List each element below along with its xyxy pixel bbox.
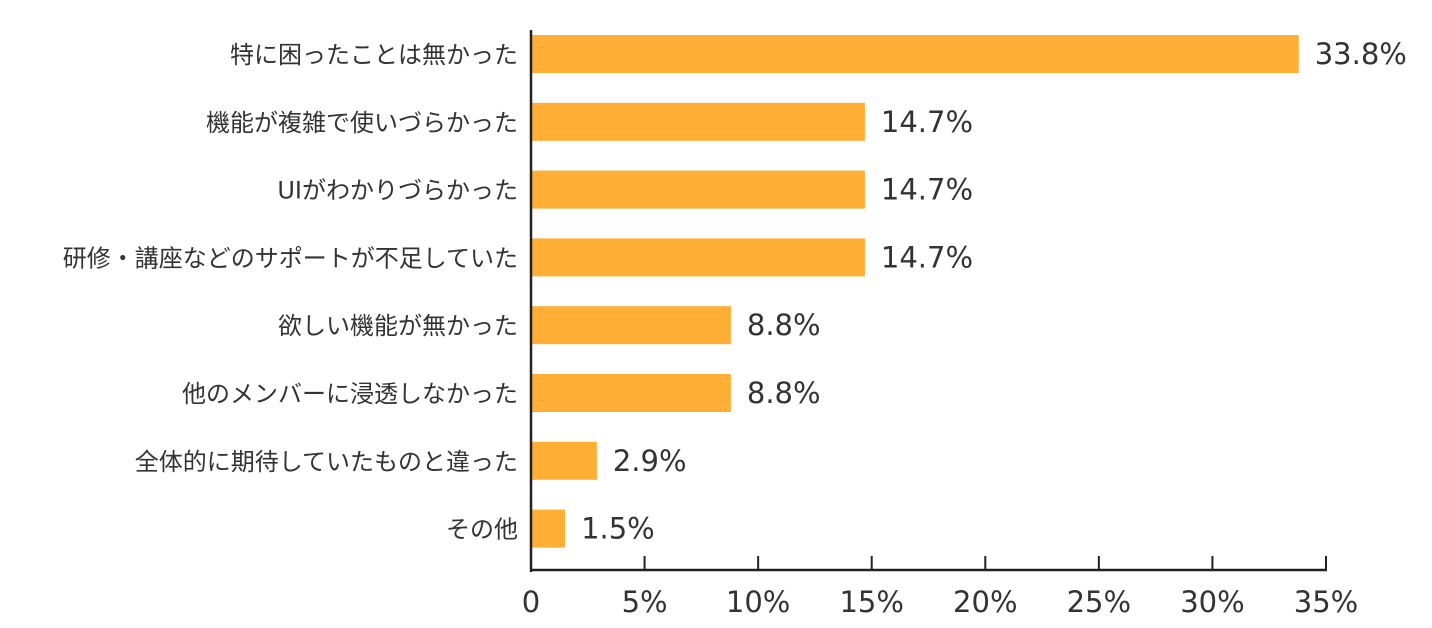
value-labels-group: 33.8% 14.7% 14.7% 14.7% 8.8% 8.8% 2.9% 1.5% — [581, 37, 1407, 546]
x-tick-label: 15% — [839, 585, 903, 619]
value-label: 33.8% — [1315, 37, 1407, 71]
bars-group — [531, 35, 1299, 548]
bar — [531, 170, 865, 209]
x-tick-label: 5% — [622, 585, 668, 619]
value-label: 14.7% — [881, 240, 973, 274]
x-tick-label: 25% — [1067, 585, 1131, 619]
category-label: UIがわかりづらかった — [277, 177, 518, 205]
category-label: その他 — [446, 516, 518, 544]
category-label: 全体的に期待していたものと違った — [135, 448, 518, 476]
category-label: 機能が複雑で使いづらかった — [206, 109, 518, 137]
value-label: 14.7% — [881, 105, 973, 139]
category-label: 他のメンバーに浸透しなかった — [182, 380, 518, 408]
x-tick-label: 10% — [726, 585, 790, 619]
bar — [531, 306, 731, 345]
x-tick-label: 20% — [953, 585, 1017, 619]
bar — [531, 374, 731, 412]
bar — [531, 509, 566, 548]
value-label: 1.5% — [581, 512, 655, 546]
category-label: 特に困ったことは無かった — [230, 41, 518, 69]
category-label: 研修・講座などのサポートが不足していた — [63, 244, 518, 272]
x-tick-label: 30% — [1180, 585, 1244, 619]
bar — [531, 238, 865, 277]
value-label: 14.7% — [881, 173, 973, 207]
x-tick-label: 35% — [1294, 585, 1358, 619]
value-label: 8.8% — [747, 376, 821, 410]
bar — [531, 35, 1299, 73]
axes-group — [529, 30, 1327, 572]
x-ticks-group: 0 5% 10% 15% 20% 25% 30% 35% — [522, 556, 1358, 619]
category-label: 欲しい機能が無かった — [278, 312, 518, 340]
value-label: 8.8% — [747, 308, 821, 342]
bar — [531, 441, 597, 480]
bar — [531, 102, 865, 141]
value-label: 2.9% — [613, 444, 687, 478]
x-tick-label: 0 — [522, 585, 540, 619]
